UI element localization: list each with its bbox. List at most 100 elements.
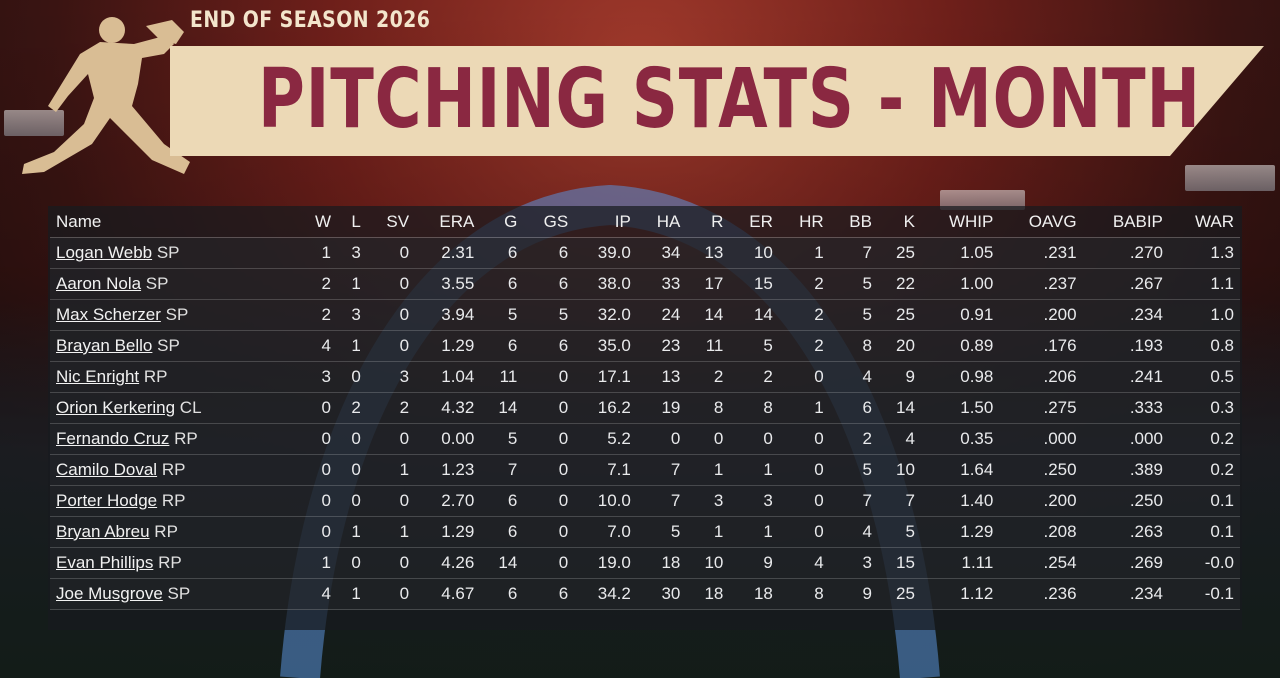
column-header-ip[interactable]: IP	[574, 206, 637, 238]
player-position: RP	[154, 522, 178, 541]
stat-cell-w: 3	[298, 361, 337, 393]
stat-cell-era: 2.31	[415, 237, 481, 269]
player-position: RP	[143, 367, 168, 386]
stat-cell-babip: .250	[1082, 485, 1169, 517]
stat-cell-war: 0.8	[1168, 330, 1240, 362]
player-name-cell: Bryan Abreu RP	[50, 516, 298, 548]
stat-cell-er: 10	[729, 237, 779, 269]
player-name-link[interactable]: Joe Musgrove	[56, 584, 163, 603]
player-name-link[interactable]: Porter Hodge	[56, 491, 158, 510]
stat-cell-hr: 2	[778, 299, 830, 331]
player-name-link[interactable]: Orion Kerkering	[56, 398, 176, 417]
stat-cell-er: 14	[729, 299, 779, 331]
player-position: SP	[165, 305, 189, 324]
column-header-hr[interactable]: HR	[778, 206, 830, 238]
stat-cell-war: -0.1	[1168, 578, 1240, 610]
player-name-link[interactable]: Evan Phillips	[56, 553, 154, 572]
stat-cell-l: 3	[336, 237, 367, 269]
stat-cell-r: 0	[686, 423, 730, 455]
stat-cell-w: 1	[298, 547, 337, 579]
stadium-light	[940, 190, 1025, 210]
column-header-w[interactable]: W	[298, 206, 337, 238]
stat-cell-era: 4.26	[415, 547, 481, 579]
player-name-link[interactable]: Camilo Doval	[56, 460, 158, 479]
stat-cell-r: 11	[686, 330, 730, 362]
stat-cell-g: 6	[480, 485, 524, 517]
pitcher-silhouette-icon	[22, 17, 190, 174]
stat-cell-hr: 2	[778, 268, 830, 300]
player-name-link[interactable]: Logan Webb	[56, 243, 153, 262]
player-name-link[interactable]: Aaron Nola	[56, 274, 142, 293]
stat-cell-r: 13	[686, 237, 730, 269]
stat-cell-er: 0	[729, 423, 779, 455]
table-row: Brayan Bello SP 4 1 0 1.29 6 6 35.0 23 11 5 2 8 20 0.8…	[50, 330, 1240, 362]
player-name-cell: Nic Enright RP	[50, 361, 298, 393]
stat-cell-l: 0	[336, 547, 367, 579]
stat-cell-hr: 2	[778, 330, 830, 362]
stat-cell-sv: 0	[366, 485, 416, 517]
stat-cell-g: 6	[480, 578, 524, 610]
stat-cell-l: 0	[336, 485, 367, 517]
player-name-link[interactable]: Bryan Abreu	[56, 522, 150, 541]
stat-cell-l: 2	[336, 392, 367, 424]
player-name-cell: Camilo Doval RP	[50, 454, 298, 486]
stat-cell-l: 0	[336, 454, 367, 486]
column-header-g[interactable]: G	[480, 206, 524, 238]
column-header-l[interactable]: L	[336, 206, 367, 238]
stat-cell-k: 20	[877, 330, 921, 362]
column-header-war[interactable]: WAR	[1168, 206, 1240, 238]
stat-cell-whip: 0.89	[920, 330, 1000, 362]
column-header-k[interactable]: K	[877, 206, 921, 238]
stat-cell-oavg: .200	[999, 485, 1083, 517]
stat-cell-hr: 0	[778, 454, 830, 486]
stat-cell-k: 15	[877, 547, 921, 579]
column-header-whip[interactable]: WHIP	[920, 206, 1000, 238]
stat-cell-r: 17	[686, 268, 730, 300]
stat-cell-oavg: .208	[999, 516, 1083, 548]
player-position: RP	[158, 553, 182, 572]
player-name-cell: Logan Webb SP	[50, 237, 298, 269]
stat-cell-gs: 6	[523, 237, 575, 269]
column-header-bb[interactable]: BB	[829, 206, 878, 238]
stat-cell-w: 0	[298, 454, 337, 486]
stat-cell-gs: 5	[523, 299, 575, 331]
stat-cell-babip: .389	[1082, 454, 1169, 486]
stat-cell-w: 0	[298, 392, 337, 424]
stat-cell-era: 4.32	[415, 392, 481, 424]
stat-cell-r: 18	[686, 578, 730, 610]
player-name-link[interactable]: Nic Enright	[56, 367, 140, 386]
stat-cell-era: 1.23	[415, 454, 481, 486]
column-header-oavg[interactable]: OAVG	[999, 206, 1083, 238]
column-header-r[interactable]: R	[686, 206, 730, 238]
column-header-name[interactable]: Name	[50, 206, 298, 238]
stat-cell-babip: .234	[1082, 578, 1169, 610]
pitching-stats-table: Name W L SV ERA G GS IP HA R ER HR BB K WHIP OAVG BABIP W…	[50, 206, 1240, 610]
stat-cell-hr: 0	[778, 516, 830, 548]
stat-cell-ip: 10.0	[574, 485, 637, 517]
table-row: Fernando Cruz RP 0 0 0 0.00 5 0 5.2 0 0 0 0 2 4 0.35.0…	[50, 423, 1240, 455]
player-name-link[interactable]: Fernando Cruz	[56, 429, 170, 448]
player-position: RP	[161, 460, 186, 479]
column-header-ha[interactable]: HA	[636, 206, 687, 238]
player-name-cell: Aaron Nola SP	[50, 268, 298, 300]
column-header-era[interactable]: ERA	[415, 206, 481, 238]
player-name-cell: Max Scherzer SP	[50, 299, 298, 331]
stat-cell-oavg: .000	[999, 423, 1083, 455]
player-name-link[interactable]: Max Scherzer	[56, 305, 161, 324]
stat-cell-ha: 23	[636, 330, 687, 362]
stat-cell-w: 0	[298, 516, 337, 548]
stat-cell-bb: 4	[829, 516, 878, 548]
column-header-sv[interactable]: SV	[366, 206, 416, 238]
column-header-er[interactable]: ER	[729, 206, 779, 238]
stat-cell-er: 18	[729, 578, 779, 610]
table-row: Orion Kerkering CL 0 2 2 4.32 14 0 16.2 19 8 8 1 6 14…	[50, 392, 1240, 424]
table-header-row: Name W L SV ERA G GS IP HA R ER HR BB K WHIP OAVG BABIP W…	[50, 206, 1240, 238]
stat-cell-w: 2	[298, 299, 337, 331]
column-header-gs[interactable]: GS	[523, 206, 575, 238]
column-header-babip[interactable]: BABIP	[1082, 206, 1169, 238]
player-name-cell: Porter Hodge RP	[50, 485, 298, 517]
player-name-link[interactable]: Brayan Bello	[56, 336, 153, 355]
stat-cell-g: 5	[480, 423, 524, 455]
stat-cell-whip: 1.00	[920, 268, 1000, 300]
stat-cell-ip: 7.1	[574, 454, 637, 486]
